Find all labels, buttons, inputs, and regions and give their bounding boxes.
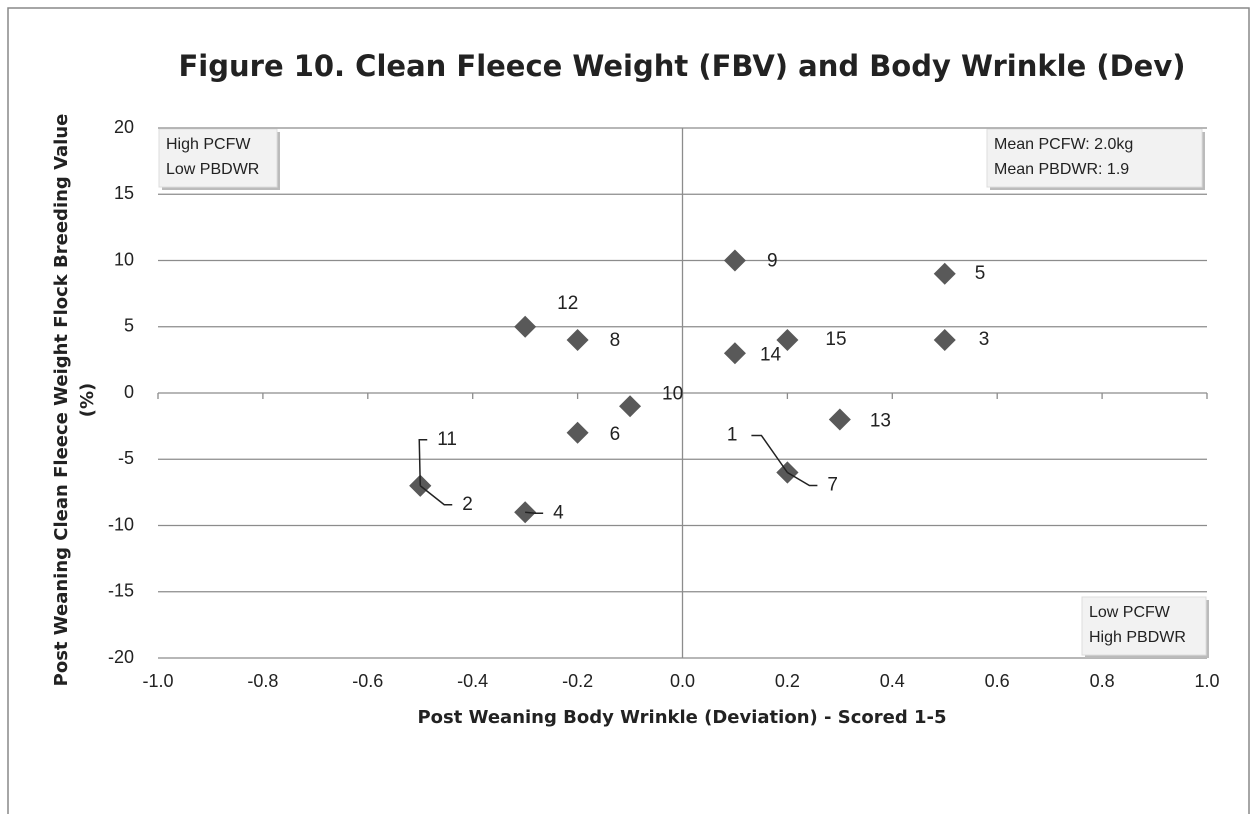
data-point [566, 421, 589, 444]
leader-line [787, 471, 818, 487]
annotation-text: Low PBDWR [166, 161, 259, 178]
point-label: 2 [462, 494, 473, 515]
data-point [619, 395, 642, 418]
y-tick-label: 20 [114, 117, 134, 137]
data-point [933, 329, 956, 351]
data-point [723, 249, 746, 272]
data-point [723, 342, 746, 365]
annotation-box [158, 128, 278, 188]
x-tick-label: 0.4 [880, 671, 905, 691]
y-tick-label: 0 [124, 382, 134, 402]
y-tick-label: 10 [114, 249, 134, 269]
point-label: 1 [727, 425, 738, 446]
x-tick-label: -0.6 [352, 671, 383, 691]
annotation-text: Low PCFW [1089, 604, 1171, 621]
point-label: 7 [827, 475, 838, 496]
leader-line [419, 485, 453, 506]
point-label: 4 [553, 502, 564, 523]
annotation-text: Mean PBDWR: 1.9 [994, 161, 1129, 178]
annotation-text: High PBDWR [1089, 629, 1186, 646]
annotation-text: Mean PCFW: 2.0kg [994, 136, 1133, 153]
y-tick-label: -20 [108, 647, 134, 667]
x-tick-label: -0.4 [457, 671, 488, 691]
data-point [514, 315, 537, 338]
point-label: 3 [979, 329, 990, 350]
x-tick-label: -0.8 [247, 671, 278, 691]
leader-line [751, 434, 789, 473]
point-label: 6 [610, 424, 621, 445]
y-tick-label: -15 [108, 581, 134, 601]
point-label: 10 [662, 383, 683, 404]
data-point [933, 262, 956, 285]
y-tick-label: 5 [124, 316, 134, 336]
data-point [776, 329, 799, 351]
point-label: 12 [557, 293, 578, 314]
point-label: 11 [437, 429, 457, 450]
x-axis-label: Post Weaning Body Wrinkle (Deviation) - … [417, 707, 946, 728]
y-axis-label: (%) [77, 383, 98, 418]
annotation-text: High PCFW [166, 136, 251, 153]
chart-title: Figure 10. Clean Fleece Weight (FBV) and… [178, 49, 1185, 83]
y-axis-label: Post Weaning Clean Fleece Weight Flock B… [51, 114, 72, 687]
point-label: 15 [825, 329, 846, 350]
x-tick-label: 0.6 [985, 671, 1010, 691]
annotation-box [1081, 596, 1207, 656]
y-tick-label: -5 [118, 448, 134, 468]
chart-border [7, 7, 1250, 814]
point-label: 8 [610, 330, 621, 351]
x-tick-label: 1.0 [1194, 671, 1219, 691]
annotation-box [986, 128, 1203, 188]
leader-line [525, 511, 544, 514]
point-label: 13 [870, 411, 891, 432]
x-tick-label: 0.2 [775, 671, 800, 691]
point-label: 5 [975, 263, 986, 284]
y-tick-label: -10 [108, 514, 134, 534]
x-tick-label: 0.0 [670, 671, 695, 691]
point-label: 14 [760, 344, 782, 365]
data-point [566, 329, 589, 351]
x-tick-label: -0.2 [562, 671, 593, 691]
y-tick-label: 15 [114, 183, 134, 203]
leader-line [418, 439, 428, 486]
data-point [828, 408, 851, 431]
x-tick-label: -1.0 [142, 671, 173, 691]
x-tick-label: 0.8 [1090, 671, 1115, 691]
point-label: 9 [767, 251, 778, 272]
